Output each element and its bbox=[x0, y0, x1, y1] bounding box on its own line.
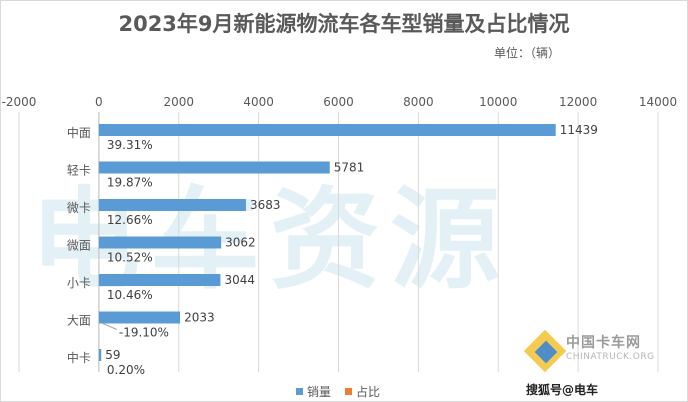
sales-data-label: 5781 bbox=[334, 161, 365, 175]
x-tick-label: -2000 bbox=[2, 95, 37, 109]
share-data-label: 10.52% bbox=[107, 251, 153, 265]
share-leader-line bbox=[102, 323, 118, 330]
share-data-label: 39.31% bbox=[107, 138, 153, 152]
sales-bar bbox=[98, 274, 221, 286]
chart-title: 2023年9月新能源物流车各车型销量及占比情况 bbox=[118, 12, 570, 36]
x-tick-label: 10000 bbox=[479, 95, 517, 109]
category-label: 中面 bbox=[67, 125, 91, 140]
category-label: 中卡 bbox=[67, 350, 91, 365]
x-tick-label: 6000 bbox=[323, 95, 354, 109]
x-tick-label: 2000 bbox=[163, 95, 194, 109]
legend-label-share: 占比 bbox=[356, 385, 381, 399]
legend-item-sales: 销量 bbox=[296, 383, 331, 400]
category-label: 大面 bbox=[67, 314, 91, 328]
legend: 销量 占比 bbox=[296, 383, 380, 400]
category-label: 小卡 bbox=[67, 276, 91, 290]
category-label: 微面 bbox=[67, 239, 91, 253]
legend-swatch-sales bbox=[296, 388, 303, 395]
x-tick-label: 4000 bbox=[243, 95, 274, 109]
sales-bar bbox=[98, 349, 102, 361]
sales-data-label: 2033 bbox=[184, 311, 215, 325]
x-tick-label: 14000 bbox=[639, 95, 677, 109]
category-label: 微卡 bbox=[67, 201, 91, 215]
x-tick-label: 12000 bbox=[559, 95, 597, 109]
x-tick-label: 8000 bbox=[403, 95, 434, 109]
sales-data-label: 3683 bbox=[250, 198, 281, 212]
sales-data-label: 59 bbox=[105, 348, 120, 362]
share-data-label: 12.66% bbox=[107, 213, 153, 227]
sales-bar bbox=[98, 236, 222, 249]
sales-bar bbox=[98, 199, 246, 211]
sales-bar bbox=[98, 161, 330, 174]
share-data-label: 19.87% bbox=[107, 176, 153, 190]
legend-item-share: 占比 bbox=[345, 383, 380, 400]
share-data-label: 0.20% bbox=[107, 363, 145, 377]
sales-data-label: 11439 bbox=[560, 123, 598, 137]
legend-label-sales: 销量 bbox=[307, 385, 332, 399]
x-tick-label: 0 bbox=[95, 95, 103, 109]
category-label: 轻卡 bbox=[67, 164, 91, 178]
unit-label: 单位：（辆） bbox=[493, 46, 560, 60]
share-data-label: -19.10% bbox=[119, 326, 169, 340]
logo-name: 中国卡车网 bbox=[566, 335, 641, 351]
sales-data-label: 3044 bbox=[224, 273, 255, 287]
share-data-label: 10.46% bbox=[107, 288, 153, 302]
source-label: 搜狐号@电车 bbox=[526, 383, 599, 397]
logo-sub: CHINATRUCK.ORG bbox=[566, 352, 655, 362]
sales-bar bbox=[98, 311, 181, 324]
sales-data-label: 3062 bbox=[225, 236, 256, 250]
legend-swatch-share bbox=[345, 388, 353, 395]
sales-bar bbox=[98, 124, 556, 136]
